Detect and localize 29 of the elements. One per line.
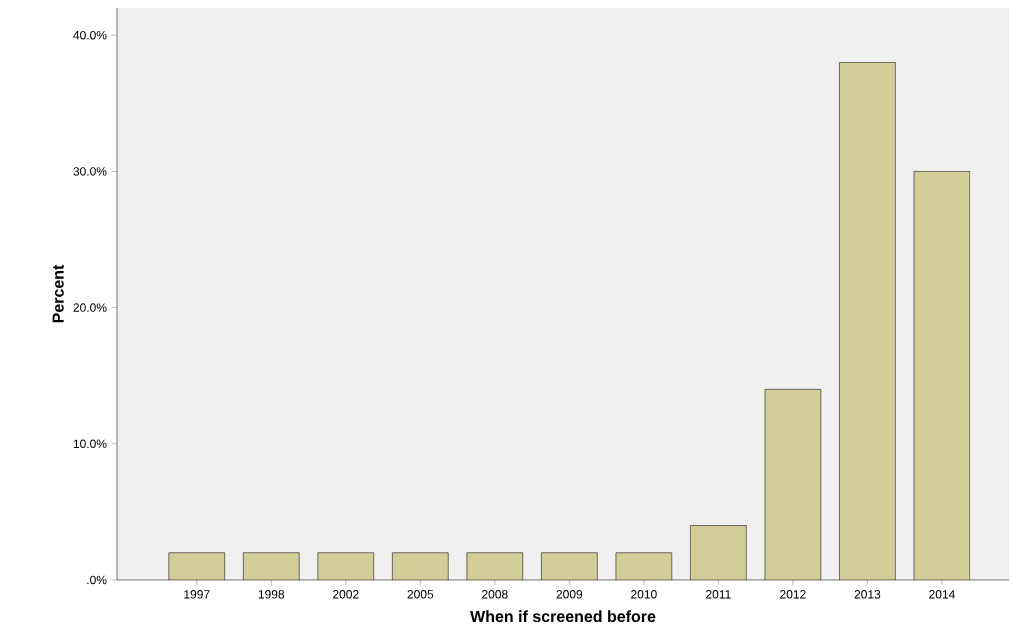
x-tick-label: 2002 <box>333 590 359 599</box>
x-tick-label: 2005 <box>407 590 434 599</box>
y-tick-label: 40.0% <box>73 30 107 40</box>
bar <box>764 389 821 580</box>
bar <box>541 552 598 580</box>
bar <box>690 525 747 580</box>
y-tick-label: 20.0% <box>73 303 107 312</box>
bar <box>243 552 300 580</box>
bar <box>168 552 225 580</box>
x-tick-label: 2008 <box>482 590 508 599</box>
bar <box>392 552 449 580</box>
y-axis-title: Percent <box>52 264 64 323</box>
y-tick-label: 30.0% <box>73 167 107 176</box>
y-tick-label: 10.0% <box>73 439 107 449</box>
y-tick-label: .0% <box>87 575 107 585</box>
x-tick-label: 1998 <box>258 590 285 599</box>
x-tick-label: 2010 <box>631 590 657 599</box>
x-tick-label: 2013 <box>854 590 881 599</box>
bar <box>839 62 896 580</box>
bar <box>317 552 374 580</box>
x-tick-label: 2011 <box>706 590 731 599</box>
bar <box>615 552 672 580</box>
x-axis-title: When if screened before <box>470 610 656 623</box>
x-tick-label: 2009 <box>556 590 583 599</box>
bar <box>913 171 971 580</box>
x-tick-label: 2012 <box>780 590 806 599</box>
x-tick-label: 2014 <box>929 590 955 599</box>
x-tick-label: 1997 <box>184 590 210 599</box>
bar <box>466 552 523 580</box>
